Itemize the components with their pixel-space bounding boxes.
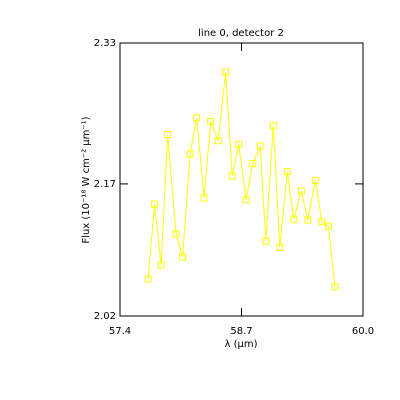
y-tick-label: 2.17: [94, 179, 116, 190]
data-point: [283, 168, 291, 176]
data-point: [249, 160, 257, 168]
data-point: [179, 253, 187, 261]
data-point: [311, 176, 319, 184]
data-line: [147, 72, 336, 287]
y-axis-label: Flux (10⁻¹⁸ W cm⁻² μm⁻¹): [81, 116, 92, 243]
data-point: [276, 243, 284, 251]
data-point: [214, 137, 222, 145]
data-point: [172, 230, 180, 238]
data-point: [242, 196, 250, 204]
chart-title: line 0, detector 2: [198, 28, 284, 39]
data-point: [193, 114, 201, 122]
data-point: [207, 117, 215, 125]
data-point: [200, 194, 208, 202]
data-point: [262, 237, 270, 245]
data-point: [164, 131, 172, 139]
data-point: [290, 215, 298, 223]
x-tick-label: 57.4: [109, 326, 131, 337]
data-point: [222, 68, 230, 76]
y-tick-label: 2.33: [94, 38, 116, 49]
data-point: [235, 140, 243, 148]
x-axis-label: λ (μm): [224, 339, 257, 350]
data-point: [269, 122, 277, 130]
data-point: [144, 275, 152, 283]
y-tick-label: 2.02: [94, 311, 116, 322]
x-tick-label: 58.7: [230, 326, 252, 337]
data-point: [331, 283, 339, 291]
data-point: [297, 187, 305, 195]
data-point: [157, 261, 165, 269]
data-point: [324, 222, 332, 230]
data-point: [228, 172, 236, 180]
data-point: [151, 200, 159, 208]
data-point: [256, 142, 264, 150]
x-tick-label: 60.0: [352, 326, 374, 337]
data-point: [186, 150, 194, 158]
data-point: [304, 216, 312, 224]
data-point: [318, 218, 326, 226]
